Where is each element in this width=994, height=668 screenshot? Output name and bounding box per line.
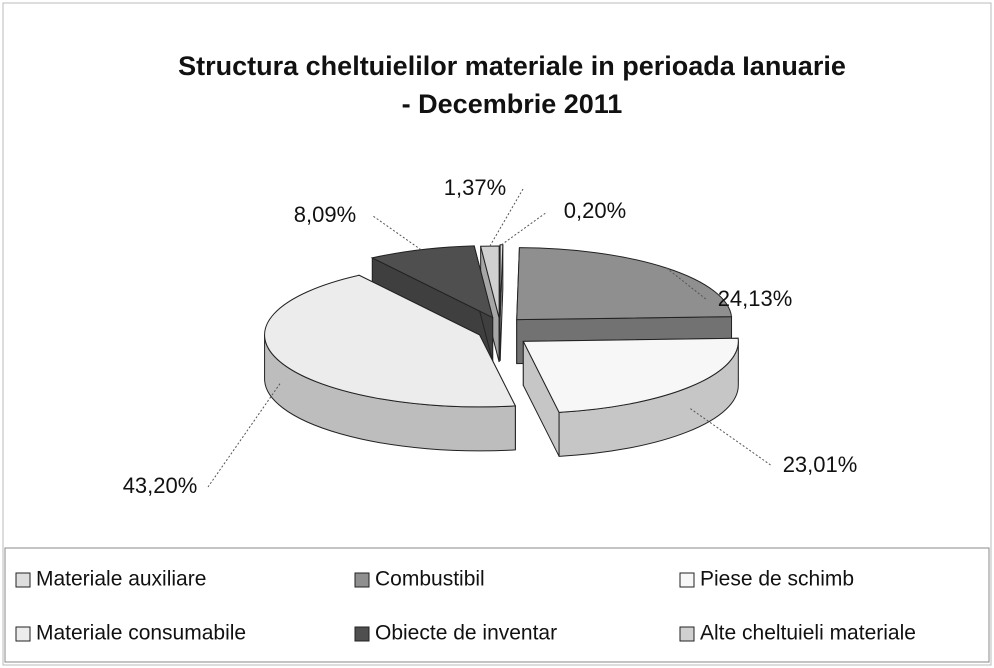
legend-swatch [679, 572, 695, 588]
legend-label: Alte cheltuieli materiale [700, 622, 916, 645]
slice-top [499, 244, 504, 317]
legend-frame [4, 547, 990, 663]
pie-slice [499, 244, 504, 361]
leader-line [666, 267, 708, 301]
pie-slice [480, 245, 500, 363]
slice-top [522, 337, 739, 413]
legend-label: Piese de schimb [700, 568, 854, 591]
legend-label: Obiecte de inventar [375, 622, 557, 645]
pie-slice [522, 337, 739, 457]
legend-swatch [679, 626, 695, 642]
slice-top [370, 245, 494, 319]
legend-swatch [15, 572, 31, 588]
slice-top [516, 247, 733, 321]
legend-label: Materiale consumabile [36, 622, 246, 645]
slice-top [264, 274, 517, 408]
data-label: 8,09% [294, 202, 356, 227]
legend-label: Combustibil [375, 568, 485, 591]
slice-top [480, 245, 500, 319]
legend-label: Materiale auxiliare [36, 568, 206, 591]
legend-swatch [354, 572, 370, 588]
legend-swatch [15, 626, 31, 642]
data-label: 0,20% [564, 198, 626, 223]
leader-line [207, 383, 281, 488]
leader-line [489, 188, 524, 247]
leader-line [690, 408, 773, 467]
data-label: 23,01% [783, 452, 858, 477]
data-label: 43,20% [123, 473, 198, 498]
data-label: 24,13% [718, 286, 793, 311]
data-label: 1,37% [444, 175, 506, 200]
pie-slice [264, 274, 517, 452]
leader-line [372, 215, 422, 251]
legend-swatch [354, 626, 370, 642]
leader-line [501, 211, 548, 246]
chart-title: Structura cheltuielilor materiale in per… [178, 51, 846, 119]
